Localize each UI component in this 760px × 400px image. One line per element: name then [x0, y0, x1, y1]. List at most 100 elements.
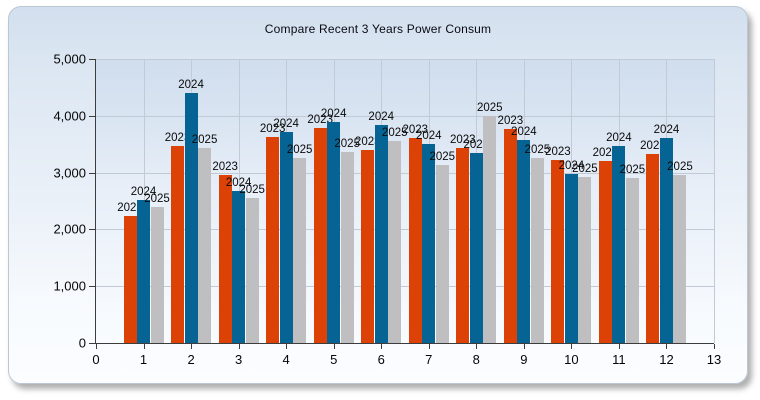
- x-tick-label: 5: [330, 352, 338, 367]
- y-tick-label: 4,000: [53, 108, 86, 124]
- y-axis-tick: [89, 229, 95, 231]
- bar-2023-month-6: [361, 149, 375, 343]
- bar-label-2023-month-7: 2023: [402, 123, 429, 136]
- y-axis-tick: [89, 172, 95, 174]
- bar-label-2024-month-6: 2024: [368, 110, 395, 123]
- y-axis-tick: [89, 59, 95, 60]
- bar-2025-month-3: [245, 197, 259, 343]
- chart-title: Compare Recent 3 Years Power Consum: [264, 22, 492, 36]
- bar-label-2023-month-12: 2023: [640, 139, 666, 152]
- bar-label-2023-month-1: 2023: [117, 202, 143, 215]
- bar-2025-month-10: [578, 177, 592, 343]
- x-tick-label: 11: [612, 352, 626, 367]
- bar-label-2024-month-1: 2024: [130, 186, 157, 199]
- bar-label-2025-month-4: 2025: [286, 143, 313, 156]
- y-axis-tick: [89, 286, 95, 288]
- bar-2024-month-1: [137, 200, 151, 343]
- x-axis-tick: [191, 344, 193, 349]
- bar-label-2025-month-5: 2025: [334, 138, 360, 151]
- bar-2025-month-12: [673, 174, 687, 343]
- bar-2024-month-4: [279, 132, 293, 343]
- bar-2023-month-9: [503, 129, 517, 343]
- y-axis-tick: [89, 115, 95, 117]
- bar-2025-month-11: [625, 178, 639, 343]
- bar-2025-month-1: [150, 207, 164, 343]
- x-tick-label: 12: [659, 352, 674, 367]
- bar-label-2024-month-4: 2024: [273, 118, 299, 131]
- bar-2023-month-1: [123, 216, 137, 343]
- bar-2025-month-2: [198, 147, 212, 343]
- bar-2023-month-10: [551, 159, 565, 343]
- bar-2024-month-7: [422, 144, 436, 343]
- x-tick-label: 8: [472, 352, 480, 367]
- x-axis-tick: [571, 344, 573, 349]
- x-axis-tick: [96, 344, 97, 349]
- x-axis-tick: [476, 344, 478, 349]
- bar-2023-month-8: [456, 147, 470, 343]
- x-tick-label: 3: [234, 352, 243, 367]
- bar-label-2024-month-3: 2024: [225, 177, 252, 190]
- bar-2023-month-11: [598, 161, 612, 343]
- bar-label-2024-month-7: 2024: [415, 130, 442, 143]
- bar-label-2024-month-5: 2024: [320, 108, 347, 121]
- bar-label-2024-month-8: 2024: [463, 139, 490, 152]
- bar-2024-month-12: [659, 137, 673, 343]
- x-tick-label: 1: [139, 352, 148, 367]
- bar-label-2023-month-3: 2023: [212, 160, 238, 173]
- bar-label-2023-month-2: 2023: [164, 132, 191, 145]
- x-axis-line: [95, 343, 714, 344]
- gridline-horizontal: [96, 229, 714, 231]
- bar-2024-month-2: [184, 93, 198, 343]
- x-axis-tick: [523, 344, 525, 349]
- bar-2024-month-5: [327, 122, 341, 343]
- x-axis-tick: [666, 344, 668, 349]
- bar-label-2023-month-4: 2023: [259, 123, 286, 136]
- bar-2023-month-3: [218, 174, 232, 343]
- y-tick-label: 1,000: [53, 278, 86, 294]
- bar-2025-month-5: [340, 152, 354, 343]
- x-tick-label: 0: [92, 352, 100, 367]
- bar-2025-month-7: [435, 164, 449, 343]
- bar-label-2024-month-11: 2024: [606, 132, 632, 145]
- bar-label-2025-month-6: 2025: [381, 126, 408, 139]
- y-axis-tick: [89, 343, 95, 344]
- y-tick-label: 0: [78, 335, 86, 351]
- bar-label-2024-month-10: 2024: [558, 159, 585, 172]
- bar-label-2023-month-6: 2023: [354, 135, 381, 148]
- x-tick-label: 10: [564, 352, 579, 367]
- bar-2023-month-2: [171, 146, 185, 343]
- x-tick-label: 13: [706, 352, 722, 367]
- y-tick-label: 5,000: [53, 51, 86, 67]
- x-tick-label: 6: [377, 352, 385, 367]
- x-axis-tick: [333, 344, 335, 349]
- bar-2024-month-9: [517, 139, 531, 343]
- x-axis-tick: [238, 344, 240, 349]
- bar-label-2025-month-12: 2025: [667, 160, 693, 173]
- bar-label-2023-month-8: 2023: [450, 133, 476, 146]
- bar-2024-month-8: [469, 153, 483, 343]
- bar-label-2023-month-9: 2023: [497, 115, 524, 128]
- bar-2025-month-6: [388, 140, 402, 343]
- bar-2025-month-9: [530, 157, 544, 343]
- gridline-horizontal: [96, 172, 714, 174]
- y-tick-label: 2,000: [53, 221, 86, 237]
- bar-label-2025-month-11: 2025: [619, 164, 646, 177]
- x-axis-tick: [381, 344, 383, 349]
- bar-label-2023-month-5: 2023: [307, 113, 333, 126]
- bar-label-2025-month-2: 2025: [191, 133, 218, 146]
- bar-2023-month-12: [646, 153, 660, 343]
- x-axis-tick: [428, 344, 430, 349]
- bar-2024-month-10: [564, 173, 578, 343]
- gridline-horizontal: [96, 286, 714, 288]
- x-axis-tick: [286, 344, 288, 349]
- bar-label-2025-month-8: 2025: [477, 101, 503, 114]
- bar-label-2024-month-12: 2024: [653, 123, 680, 136]
- x-axis-tick: [143, 344, 145, 349]
- gridline-horizontal: [96, 59, 714, 60]
- x-axis-tick: [618, 344, 620, 349]
- x-tick-label: 4: [282, 352, 290, 367]
- bar-2024-month-3: [232, 191, 246, 343]
- y-tick-label: 3,000: [53, 165, 86, 181]
- x-tick-label: 7: [425, 352, 433, 367]
- chart-panel: Compare Recent 3 Years Power Consum 0 1,0…: [8, 6, 748, 384]
